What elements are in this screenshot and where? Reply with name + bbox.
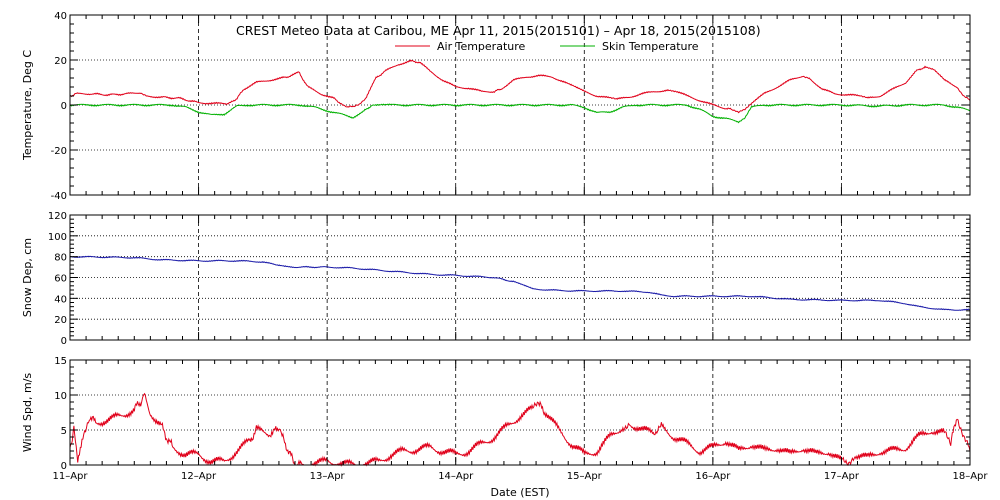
wind_speed-ytick-label-2: 10 — [54, 391, 67, 402]
snow_depth-ytick-label-2: 40 — [54, 294, 67, 305]
snow_depth-ytick-label-0: 0 — [61, 336, 67, 347]
legend-label-0: Air Temperature — [437, 40, 526, 53]
temperature-ytick-label-4: 40 — [54, 11, 67, 22]
wind_speed-ytick-label-3: 15 — [54, 356, 67, 367]
temperature-ytick-label-0: -40 — [51, 191, 67, 202]
snow_depth-panel-frame — [69, 214, 971, 341]
chart-title: CREST Meteo Data at Caribou, ME Apr 11, … — [236, 23, 761, 38]
snow_depth-ytick-label-4: 80 — [54, 253, 67, 264]
wind_speed-y-axis-title: Wind Spd, m/s — [21, 373, 34, 453]
snow_depth-ytick-label-1: 20 — [54, 315, 67, 326]
text-layer: CREST Meteo Data at Caribou, ME Apr 11, … — [21, 11, 988, 499]
wind_speed-ytick-label-0: 0 — [61, 461, 67, 472]
x-tick-label-4: 15–Apr — [567, 471, 603, 482]
temperature-ytick-label-3: 20 — [54, 56, 67, 67]
x-tick-label-1: 12–Apr — [181, 471, 217, 482]
x-axis-title: Date (EST) — [490, 486, 549, 499]
temperature-series-0-line — [69, 59, 971, 114]
wind_speed-panel-frame — [69, 359, 971, 466]
data-layer — [69, 59, 971, 467]
snow_depth-ytick-label-3: 60 — [54, 274, 67, 285]
wind_speed-ytick-label-1: 5 — [61, 426, 67, 437]
legend-label-1: Skin Temperature — [602, 40, 699, 53]
temperature-y-axis-title: Temperature, Deg C — [21, 50, 34, 161]
x-tick-label-7: 18–Apr — [952, 471, 988, 482]
snow_depth-series-0-line — [69, 255, 971, 311]
temperature-series-1-line — [69, 103, 971, 124]
x-tick-label-6: 17–Apr — [824, 471, 860, 482]
x-tick-label-3: 14–Apr — [438, 471, 474, 482]
frames-layer — [69, 14, 971, 466]
snow_depth-ytick-label-6: 120 — [48, 211, 67, 222]
grid-layer — [70, 15, 970, 465]
temperature-panel-frame — [69, 14, 971, 196]
snow_depth-y-axis-title: Snow Dep, cm — [21, 238, 34, 317]
temperature-ytick-label-1: -20 — [51, 146, 67, 157]
temperature-ytick-label-2: 0 — [61, 101, 67, 112]
wind_speed-series-0-line — [69, 392, 971, 467]
x-tick-label-2: 13–Apr — [310, 471, 346, 482]
x-tick-label-5: 16–Apr — [695, 471, 731, 482]
snow_depth-ytick-label-5: 100 — [48, 232, 67, 243]
x-tick-label-0: 11–Apr — [52, 471, 88, 482]
